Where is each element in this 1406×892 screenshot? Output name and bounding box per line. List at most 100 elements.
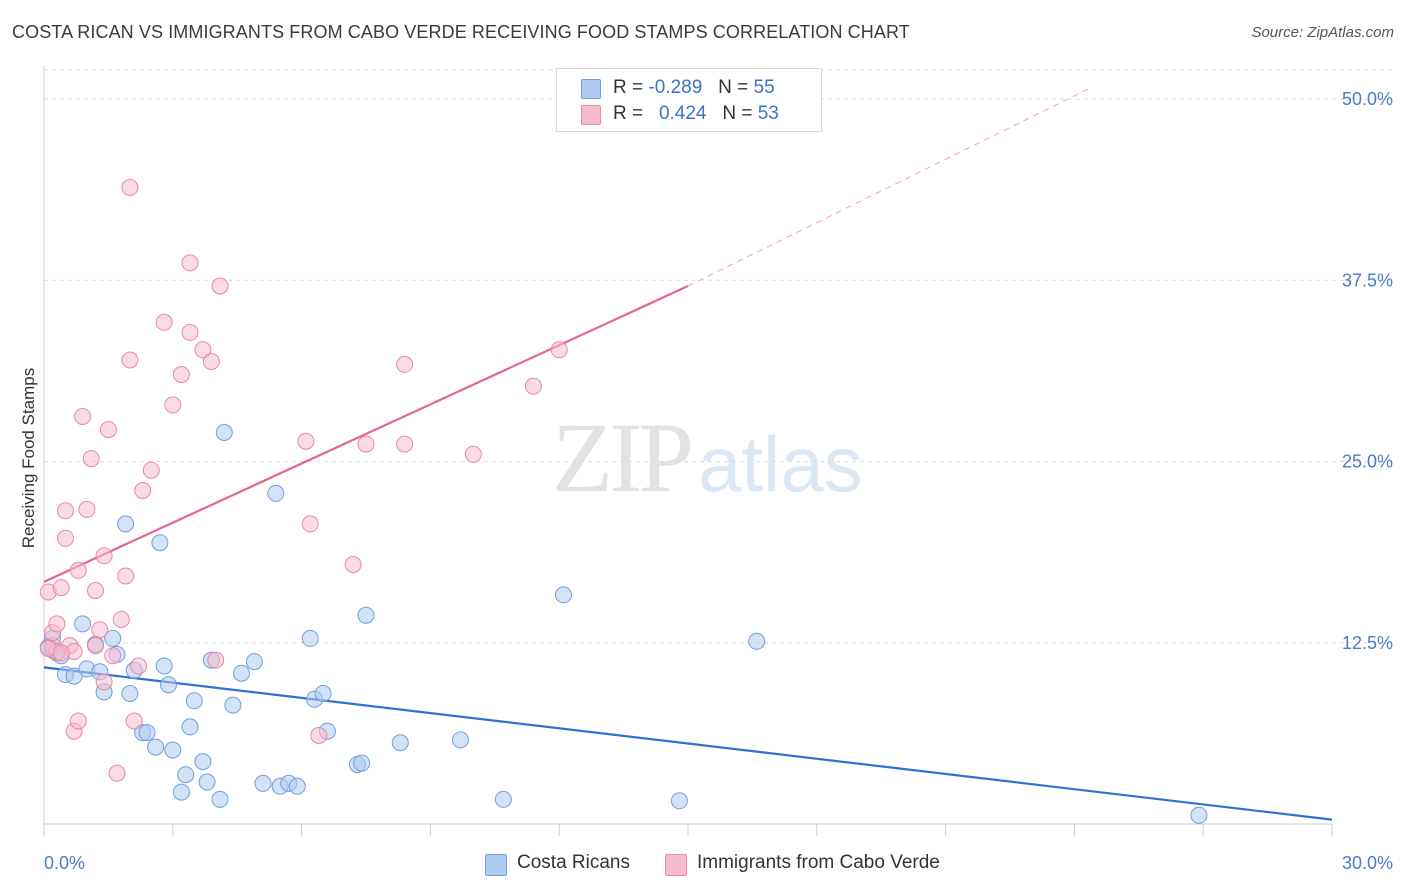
point-cabo-verde — [69, 561, 87, 579]
point-cabo-verde — [95, 547, 113, 565]
point-cabo-verde — [74, 408, 92, 425]
point-cabo-verde — [172, 366, 190, 383]
point-cabo-verde — [194, 341, 212, 359]
point-cabo-verde — [207, 651, 225, 669]
point-cabo-verde — [164, 396, 182, 414]
point-cabo-verde — [181, 323, 199, 341]
point-cabo-verde — [104, 647, 122, 665]
trend-line-cabo-verde — [43, 285, 689, 583]
point-costa-ricans — [164, 741, 182, 759]
point-costa-ricans — [301, 629, 319, 647]
legend-swatch-blue — [581, 79, 601, 99]
point-costa-ricans — [74, 615, 92, 633]
trend-extension-cabo-verde — [687, 86, 1092, 287]
legend-swatch-pink — [581, 105, 601, 125]
legend-swatch-blue — [485, 854, 507, 876]
y-axis-label: Receiving Food Stamps — [19, 368, 38, 548]
point-cabo-verde — [112, 611, 130, 628]
point-costa-ricans — [494, 790, 512, 808]
legend-swatch-pink — [665, 854, 687, 876]
point-costa-ricans — [748, 632, 766, 650]
grid-lines — [44, 69, 1392, 644]
point-cabo-verde — [69, 712, 87, 730]
point-costa-ricans — [353, 754, 371, 772]
point-cabo-verde — [52, 579, 70, 597]
point-cabo-verde — [125, 712, 143, 730]
point-costa-ricans — [185, 692, 203, 710]
legend-n-label: N = — [722, 103, 753, 124]
axes — [43, 66, 1333, 836]
point-cabo-verde — [121, 351, 139, 369]
point-costa-ricans — [172, 783, 190, 801]
trend-line-costa-ricans — [43, 666, 1333, 821]
point-cabo-verde — [87, 582, 104, 599]
point-costa-ricans — [194, 753, 212, 771]
point-costa-ricans — [233, 664, 250, 682]
point-cabo-verde — [211, 277, 229, 295]
chart-source: Source: ZipAtlas.com — [1251, 24, 1394, 41]
point-costa-ricans — [117, 515, 135, 533]
point-costa-ricans — [177, 766, 195, 784]
data-points — [39, 179, 1208, 824]
point-cabo-verde — [117, 567, 135, 585]
point-costa-ricans — [211, 790, 229, 808]
legend-r-value: -0.289 — [648, 77, 703, 98]
point-cabo-verde — [82, 450, 100, 468]
point-costa-ricans — [555, 586, 572, 604]
point-costa-ricans — [224, 696, 242, 714]
trend-lines — [43, 86, 1333, 821]
point-cabo-verde — [78, 500, 96, 518]
point-costa-ricans — [181, 718, 199, 736]
point-cabo-verde — [142, 461, 160, 479]
point-costa-ricans — [288, 777, 306, 795]
point-cabo-verde — [87, 637, 104, 655]
chart-title: COSTA RICAN VS IMMIGRANTS FROM CABO VERD… — [12, 22, 910, 42]
point-cabo-verde — [550, 341, 568, 359]
point-costa-ricans — [138, 724, 156, 742]
axis-labels: 12.5% 25.0% 37.5% 50.0% 0.0% 30.0% Receiving F… — [19, 89, 1393, 873]
legend-n-value: 55 — [753, 77, 775, 98]
point-cabo-verde — [108, 764, 126, 782]
x-tick-label: 30.0% — [1342, 853, 1393, 873]
point-costa-ricans — [155, 657, 173, 675]
point-costa-ricans — [151, 534, 169, 552]
point-cabo-verde — [91, 621, 109, 639]
point-costa-ricans — [65, 667, 83, 685]
point-costa-ricans — [1190, 806, 1208, 824]
point-cabo-verde — [464, 445, 482, 463]
point-costa-ricans — [357, 606, 375, 624]
point-cabo-verde — [301, 515, 319, 533]
point-cabo-verde — [99, 421, 117, 439]
x-tick-label: 0.0% — [44, 853, 85, 873]
point-costa-ricans — [267, 484, 285, 502]
point-cabo-verde — [297, 432, 315, 450]
point-cabo-verde — [357, 435, 375, 453]
point-cabo-verde — [396, 355, 414, 373]
point-costa-ricans — [198, 773, 216, 791]
point-costa-ricans — [254, 774, 272, 792]
point-cabo-verde — [202, 353, 220, 370]
point-costa-ricans — [314, 685, 332, 702]
point-cabo-verde — [134, 482, 152, 499]
stats-legend: R = -0.289 N = 55 R = 0.424 N = 53 — [556, 68, 822, 132]
legend-n-label: N = — [718, 77, 749, 98]
point-costa-ricans — [121, 685, 139, 702]
legend-n-value: 53 — [757, 103, 779, 124]
point-cabo-verde — [57, 502, 74, 520]
point-costa-ricans — [104, 629, 122, 647]
point-cabo-verde — [121, 179, 139, 196]
point-costa-ricans — [147, 738, 165, 756]
y-tick-label: 25.0% — [1342, 452, 1393, 472]
point-cabo-verde — [396, 435, 414, 453]
y-tick-label: 37.5% — [1342, 270, 1393, 290]
legend-r-label: R = — [613, 77, 644, 98]
legend-label: Immigrants from Cabo Verde — [697, 852, 940, 873]
point-cabo-verde — [48, 615, 66, 633]
y-tick-label: 12.5% — [1342, 633, 1393, 653]
legend-label: Costa Ricans — [517, 852, 630, 873]
point-costa-ricans — [670, 792, 688, 810]
y-tick-label: 50.0% — [1342, 89, 1393, 109]
legend-r-value: 0.424 — [658, 103, 707, 124]
point-cabo-verde — [524, 377, 542, 395]
